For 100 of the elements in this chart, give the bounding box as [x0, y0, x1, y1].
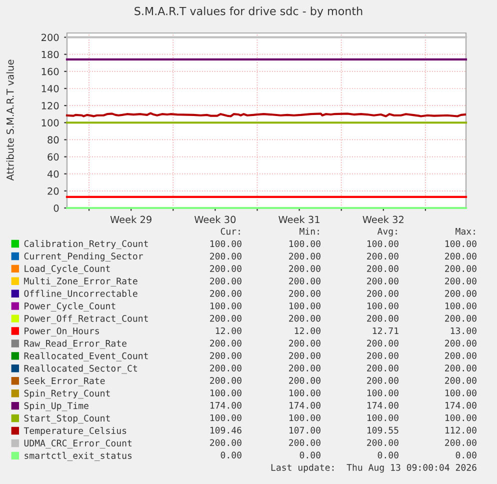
text: 200.00 [445, 290, 476, 297]
y-tick-label: 160 [42, 68, 59, 76]
text: 174.00 [289, 402, 320, 409]
legend-label: Power_On_Hours [24, 327, 99, 336]
text: Last update: Thu Aug 13 09:00:04 2026 [271, 464, 476, 473]
text: 200.00 [367, 352, 398, 360]
y-tick-label: 140 [42, 84, 59, 92]
x-tick-label: Week 31 [278, 216, 320, 224]
text: 200.00 [445, 278, 476, 284]
text: 200.00 [289, 377, 320, 384]
x-tick-label: Week 30 [194, 216, 236, 224]
text: 107.00 [289, 426, 320, 434]
text: 200.00 [210, 290, 242, 297]
text: 109.55 [367, 426, 398, 434]
legend-label: Load_Cycle_Count [24, 264, 110, 274]
text: 200.00 [289, 290, 320, 297]
text: 174.00 [445, 402, 476, 409]
text: 100.00 [289, 389, 320, 396]
text: 100.00 [210, 389, 242, 396]
text: 109.46 [210, 426, 242, 434]
text: 12.00 [216, 327, 242, 334]
text: 200.00 [289, 364, 320, 372]
text: 200.00 [367, 377, 398, 384]
text: 200.00 [289, 265, 320, 272]
y-tick-label: 200 [42, 34, 59, 42]
text: 200.00 [367, 290, 398, 297]
text: 100.00 [210, 414, 242, 422]
legend-label: Power_Cycle_Count [24, 302, 116, 312]
text: Min: [300, 228, 319, 235]
text: 200.00 [445, 377, 476, 384]
text: 112.00 [445, 426, 476, 434]
text: 200.00 [210, 340, 242, 347]
text: 100.00 [289, 414, 320, 422]
y-tick-label: 100 [42, 119, 59, 126]
legend-label: Reallocated_Sector_Ct [24, 364, 137, 374]
text: 200.00 [289, 439, 320, 446]
y-tick-label: 0 [54, 204, 59, 212]
text: 200.00 [289, 340, 320, 347]
legend-label: Spin_Retry_Count [24, 390, 110, 399]
text: 200.00 [210, 439, 242, 446]
text: 0.00 [378, 452, 398, 458]
text: 200.00 [445, 439, 476, 446]
legend-label: Spin_Up_Time [24, 402, 88, 412]
y-axis-title: Attribute S.M.A.R.T value [6, 60, 14, 181]
text: 200.00 [289, 352, 320, 360]
y-tick-label: 120 [42, 102, 59, 110]
text: 200.00 [210, 314, 242, 322]
text: 100.00 [367, 302, 398, 310]
x-tick-label: Week 32 [362, 216, 404, 224]
text: 100.00 [367, 389, 398, 396]
text: 200.00 [289, 314, 320, 322]
text: 100.00 [210, 302, 242, 310]
text: 100.00 [445, 302, 476, 310]
legend-label: Reallocated_Event_Count [24, 352, 148, 362]
text: 0.00 [220, 452, 242, 458]
text: 0.00 [456, 452, 476, 458]
text: 200.00 [367, 252, 398, 260]
text: 200.00 [367, 314, 398, 322]
text: 200.00 [210, 377, 242, 384]
text: 100.00 [367, 414, 398, 422]
text: 100.00 [445, 389, 476, 396]
text: 100.00 [289, 302, 320, 310]
text: 100.00 [367, 240, 398, 248]
legend-label: UDMA_CRC_Error_Count [24, 440, 132, 449]
text: 200.00 [445, 364, 476, 372]
text: 174.00 [367, 402, 398, 409]
y-tick-label: 180 [42, 50, 59, 58]
text: 200.00 [367, 364, 398, 372]
text: 12.71 [372, 327, 398, 334]
text: 200.00 [367, 278, 398, 284]
text: 200.00 [367, 340, 398, 347]
text: 200.00 [289, 252, 320, 260]
text: 200.00 [210, 364, 242, 372]
legend-label: Raw_Read_Error_Rate [24, 340, 126, 349]
legend-label: Offline_Uncorrectable [24, 290, 138, 299]
y-tick-label: 20 [48, 187, 59, 195]
text: 200.00 [289, 278, 320, 284]
y-tick-label: 80 [48, 136, 59, 144]
text: 200.00 [445, 314, 476, 322]
text: 12.00 [294, 327, 320, 334]
text: Max: [456, 228, 475, 235]
text: 200.00 [445, 340, 476, 347]
text: 0.00 [300, 452, 320, 458]
text: Cur: [220, 228, 240, 235]
legend-label: Start_Stop_Count [24, 414, 110, 424]
chart-title: S.M.A.R.T values for drive sdc - by month [134, 6, 362, 18]
legend-label: Temperature_Celsius [24, 427, 126, 436]
text: 200.00 [445, 352, 476, 360]
text: 200.00 [210, 265, 242, 272]
text: 100.00 [445, 240, 476, 248]
text: 200.00 [445, 265, 476, 272]
text: 174.00 [210, 402, 242, 409]
text: 100.00 [210, 240, 242, 248]
text: 200.00 [367, 439, 398, 446]
text: 200.00 [210, 278, 242, 284]
y-tick-label: 60 [48, 153, 59, 161]
text: 200.00 [445, 252, 476, 260]
x-tick-label: Week 29 [110, 216, 152, 224]
text: 13.00 [450, 327, 476, 334]
text: 100.00 [445, 414, 476, 422]
